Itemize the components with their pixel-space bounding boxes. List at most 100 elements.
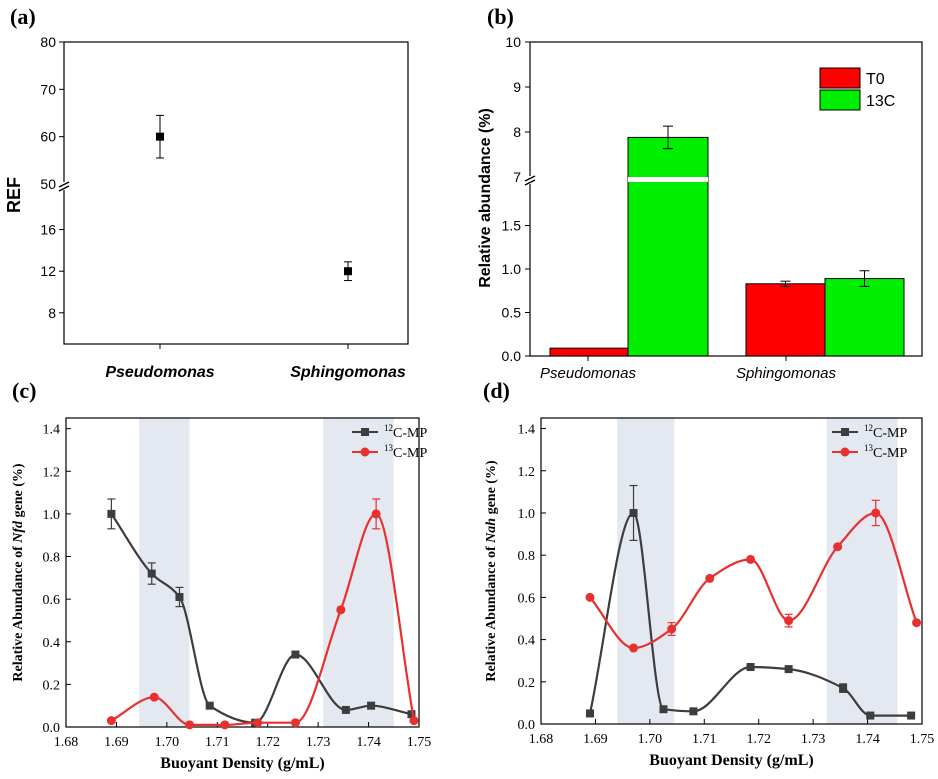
y-tick-label: 9 bbox=[513, 79, 521, 95]
data-point bbox=[866, 711, 875, 720]
x-axis-label: Buoyant Density (g/mL) bbox=[160, 755, 324, 772]
legend-label-sup: 13 bbox=[384, 443, 394, 453]
x-tick-label: Sphingomonas bbox=[290, 364, 406, 381]
data-point bbox=[667, 624, 677, 634]
y-tick-label: 0.8 bbox=[43, 551, 61, 566]
y-tick-label: 1.0 bbox=[502, 261, 522, 277]
y-tick-label: 1.5 bbox=[502, 218, 522, 234]
data-point bbox=[367, 701, 376, 710]
data-point bbox=[629, 508, 638, 517]
panel-label: (d) bbox=[483, 378, 510, 403]
data-point bbox=[784, 616, 794, 626]
y-tick-label: 8 bbox=[48, 305, 56, 321]
y-tick-label: 12 bbox=[40, 263, 56, 279]
x-axis-label: Buoyant Density (g/mL) bbox=[649, 752, 813, 769]
axis-break-line bbox=[58, 181, 70, 188]
y-tick-label: 50 bbox=[40, 176, 56, 192]
axis-break-line bbox=[524, 179, 536, 186]
x-tick-label: Pseudomonas bbox=[105, 364, 214, 381]
data-point bbox=[912, 618, 922, 628]
y-tick-label: 0.0 bbox=[43, 721, 61, 736]
axis-break-line bbox=[524, 175, 536, 182]
y-tick-label: 0.0 bbox=[502, 348, 522, 364]
data-point bbox=[107, 509, 116, 518]
y-axis-label-part: gene (%) bbox=[11, 463, 26, 521]
y-tick-label: 0.8 bbox=[518, 549, 536, 564]
data-point bbox=[290, 718, 300, 728]
axis-break-gap bbox=[522, 176, 538, 184]
legend-label: 12C-MP bbox=[864, 423, 907, 441]
x-tick-label: 1.70 bbox=[638, 732, 663, 747]
y-tick-label: 0.2 bbox=[518, 676, 536, 691]
x-tick-label: Pseudomonas bbox=[540, 365, 636, 382]
x-tick-label: 1.68 bbox=[54, 735, 79, 750]
x-tick-label: 1.70 bbox=[155, 735, 180, 750]
bar-13c bbox=[627, 136, 709, 357]
y-tick-label: 80 bbox=[40, 34, 56, 50]
y-tick-label: 60 bbox=[40, 129, 56, 145]
y-axis-label-part: Relative Abundance of bbox=[11, 543, 26, 682]
plot-frame bbox=[65, 417, 420, 728]
y-tick-label: 1.0 bbox=[518, 507, 536, 522]
y-tick-label: 0.0 bbox=[518, 718, 536, 733]
panel-label: (c) bbox=[12, 378, 36, 403]
bar-t0 bbox=[745, 283, 826, 357]
data-point bbox=[833, 542, 843, 552]
legend-label: 13C-MP bbox=[384, 443, 427, 461]
data-point bbox=[156, 132, 164, 141]
data-point bbox=[907, 711, 916, 720]
y-axis-label-part: gene (%) bbox=[484, 460, 499, 518]
data-point bbox=[106, 716, 116, 726]
panel-label: (a) bbox=[10, 4, 36, 29]
data-point bbox=[629, 643, 639, 653]
shaded-region bbox=[139, 418, 190, 727]
data-point bbox=[149, 692, 159, 702]
legend-label: 13C-MP bbox=[864, 443, 907, 461]
legend-swatch bbox=[819, 89, 861, 111]
data-point bbox=[175, 593, 184, 602]
plot-frame bbox=[529, 41, 923, 357]
legend-label-main: C-MP bbox=[393, 446, 427, 461]
data-point bbox=[409, 716, 419, 726]
y-axis-label: REF bbox=[4, 177, 24, 213]
y-tick-label: 1.2 bbox=[518, 465, 536, 480]
plot-frame bbox=[540, 417, 923, 725]
x-tick-label: 1.71 bbox=[692, 732, 717, 747]
data-point bbox=[341, 705, 350, 714]
axis-break-line bbox=[58, 185, 70, 192]
x-tick-label: 1.74 bbox=[855, 732, 880, 747]
x-tick-label: 1.73 bbox=[306, 735, 331, 750]
y-axis-label-gene: Nfd bbox=[11, 520, 26, 544]
y-axis-label-part: Relative Abundance of bbox=[484, 543, 499, 682]
x-tick-label: 1.72 bbox=[255, 735, 280, 750]
data-point bbox=[746, 663, 755, 672]
data-point bbox=[705, 573, 715, 583]
data-point bbox=[659, 705, 668, 714]
y-tick-label: 10 bbox=[505, 34, 521, 50]
data-point bbox=[839, 684, 848, 693]
x-tick-label: 1.72 bbox=[746, 732, 771, 747]
legend-marker bbox=[841, 428, 849, 436]
x-tick-label: 1.71 bbox=[205, 735, 230, 750]
bar-13c bbox=[824, 278, 905, 357]
y-axis-label: Relative Abundance of Nfd gene (%) bbox=[11, 463, 26, 682]
legend-label-main: C-MP bbox=[873, 426, 907, 441]
data-point bbox=[689, 707, 698, 716]
x-tick-label: 1.75 bbox=[407, 735, 432, 750]
y-tick-label: 0.6 bbox=[518, 591, 536, 606]
legend-label-main: C-MP bbox=[393, 426, 427, 441]
shaded-region bbox=[826, 418, 898, 724]
data-point bbox=[746, 554, 756, 564]
data-point bbox=[291, 650, 300, 659]
y-tick-label: 0.5 bbox=[502, 305, 522, 321]
axis-break-gap bbox=[56, 182, 72, 190]
data-point bbox=[253, 718, 263, 728]
data-point bbox=[371, 509, 381, 519]
bar-t0 bbox=[549, 347, 629, 357]
y-tick-label: 7 bbox=[513, 169, 521, 185]
y-tick-label: 0.6 bbox=[43, 593, 61, 608]
shaded-region bbox=[617, 418, 675, 724]
legend-label-sup: 12 bbox=[864, 423, 873, 433]
legend-label-sup: 13 bbox=[864, 443, 874, 453]
data-point bbox=[344, 267, 352, 276]
